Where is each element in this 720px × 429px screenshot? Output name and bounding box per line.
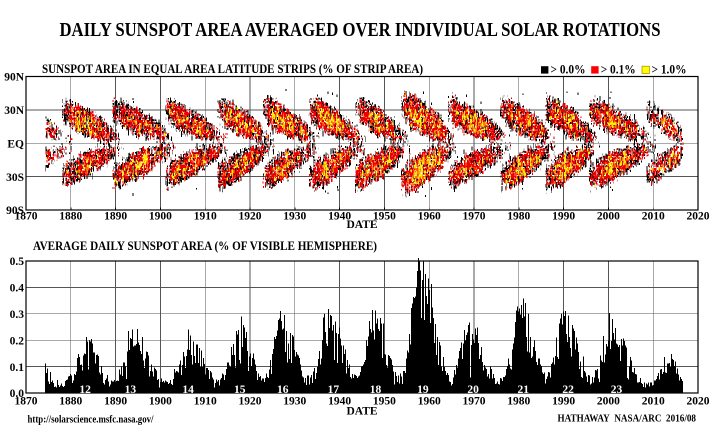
svg-text:0.1: 0.1: [10, 362, 25, 374]
svg-text:2020: 2020: [687, 211, 710, 223]
svg-text:1920: 1920: [239, 396, 262, 408]
svg-text:2010: 2010: [642, 396, 665, 408]
svg-text:DATE: DATE: [346, 219, 377, 231]
svg-text:> 0.0%: > 0.0%: [551, 63, 586, 77]
svg-text:1920: 1920: [239, 211, 262, 223]
svg-text:17: 17: [328, 384, 340, 396]
svg-text:> 0.1%: > 0.1%: [601, 63, 636, 77]
svg-text:1940: 1940: [328, 396, 351, 408]
svg-text:0.5: 0.5: [10, 256, 25, 268]
svg-text:0.3: 0.3: [10, 309, 25, 321]
svg-text:1970: 1970: [463, 396, 486, 408]
svg-text:90S: 90S: [6, 205, 24, 217]
svg-text:1950: 1950: [373, 396, 396, 408]
svg-text:DATE: DATE: [346, 406, 377, 418]
svg-text:90N: 90N: [4, 72, 25, 84]
svg-text:EQ: EQ: [7, 138, 24, 150]
svg-text:19: 19: [417, 384, 429, 396]
svg-text:1990: 1990: [552, 396, 575, 408]
svg-text:13: 13: [125, 384, 137, 396]
svg-text:1970: 1970: [463, 211, 486, 223]
svg-text:1890: 1890: [104, 396, 127, 408]
svg-text:1940: 1940: [328, 211, 351, 223]
svg-text:12: 12: [79, 384, 91, 396]
svg-text:1880: 1880: [59, 211, 82, 223]
svg-text:1900: 1900: [149, 396, 172, 408]
svg-text:1910: 1910: [194, 211, 217, 223]
svg-text:DAILY SUNSPOT AREA AVERAGED OV: DAILY SUNSPOT AREA AVERAGED OVER INDIVID…: [60, 20, 661, 41]
svg-text:0.4: 0.4: [10, 283, 25, 295]
svg-text:AVERAGE DAILY SUNSPOT AREA (%: AVERAGE DAILY SUNSPOT AREA (% OF VISIBLE…: [33, 238, 377, 253]
svg-text:1870: 1870: [15, 396, 38, 408]
svg-text:30N: 30N: [4, 105, 25, 117]
svg-text:15: 15: [234, 384, 246, 396]
svg-text:0.2: 0.2: [10, 335, 25, 347]
svg-text:2010: 2010: [642, 211, 665, 223]
svg-text:22: 22: [562, 384, 574, 396]
svg-text:1980: 1980: [507, 396, 530, 408]
svg-text:21: 21: [518, 384, 530, 396]
svg-text:1930: 1930: [283, 211, 306, 223]
svg-text:1950: 1950: [373, 211, 396, 223]
svg-text:20: 20: [467, 384, 479, 396]
svg-text:1900: 1900: [149, 211, 172, 223]
svg-text:1980: 1980: [507, 211, 530, 223]
svg-text:1890: 1890: [104, 211, 127, 223]
svg-text:2000: 2000: [597, 396, 620, 408]
svg-text:16: 16: [277, 384, 289, 396]
svg-text:HATHAWAY NASA/ARC 2016/08: HATHAWAY NASA/ARC 2016/08: [558, 414, 697, 425]
svg-text:2020: 2020: [687, 396, 710, 408]
svg-text:http://solarscience.msfc.nasa.: http://solarscience.msfc.nasa.gov/: [28, 414, 155, 426]
svg-text:18: 18: [370, 384, 382, 396]
svg-text:1930: 1930: [283, 396, 306, 408]
svg-text:2000: 2000: [597, 211, 620, 223]
svg-text:1910: 1910: [194, 396, 217, 408]
svg-text:23: 23: [611, 384, 623, 396]
svg-text:> 1.0%: > 1.0%: [652, 63, 687, 77]
svg-text:14: 14: [182, 384, 194, 396]
svg-text:1960: 1960: [418, 396, 441, 408]
svg-text:30S: 30S: [6, 172, 24, 184]
svg-text:0.0: 0.0: [10, 388, 25, 400]
svg-text:1990: 1990: [552, 211, 575, 223]
svg-text:SUNSPOT AREA IN EQUAL AREA LAT: SUNSPOT AREA IN EQUAL AREA LATITUDE STRI…: [42, 61, 423, 76]
svg-text:1880: 1880: [59, 396, 82, 408]
svg-text:1870: 1870: [15, 211, 38, 223]
svg-text:1960: 1960: [418, 211, 441, 223]
